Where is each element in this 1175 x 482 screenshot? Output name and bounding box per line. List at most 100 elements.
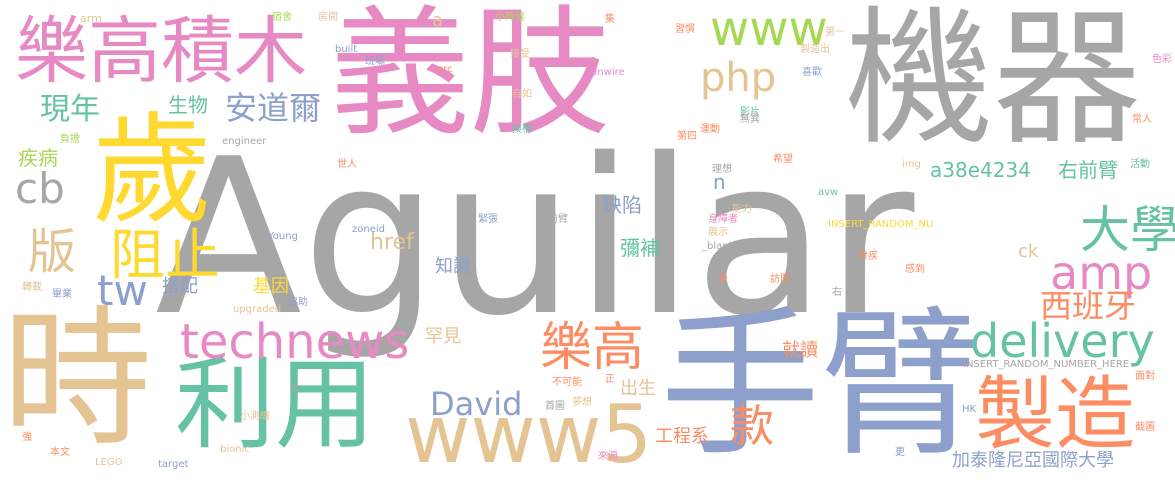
word-sushe: 宿舍	[272, 12, 292, 23]
word-diyi: 第一	[825, 27, 845, 38]
word-n: n	[713, 170, 726, 194]
word-secai: 色彩	[1152, 54, 1172, 65]
word-upgraded: upgraded	[233, 304, 282, 315]
word-zoneid: zoneid	[352, 224, 385, 235]
word-zuzhi: 阻止	[110, 223, 221, 287]
word-cb: cb	[15, 164, 65, 213]
word-technews: technews	[180, 314, 410, 370]
word-catalonia: 加泰隆尼亞國際大學	[952, 450, 1114, 471]
word-quexian: 缺陷	[602, 193, 642, 217]
word-xibanya: 西班牙	[1040, 287, 1137, 325]
word-mengxiang: 夢想	[572, 397, 592, 408]
word-huanquan: 換權	[512, 124, 532, 135]
word-fang: 放	[290, 384, 300, 395]
word-arm: arm	[80, 12, 102, 25]
word-ban: 版	[28, 224, 77, 280]
word-kuan: 款	[730, 401, 774, 452]
word-nengli: 能力	[732, 204, 752, 215]
word-zhuanzai: 轉載	[22, 282, 42, 293]
word-yundong: 運動	[700, 124, 720, 135]
word-a: a	[432, 10, 444, 31]
word-xiannian: 現年	[40, 92, 100, 127]
word-amp: amp	[1050, 246, 1153, 300]
word-tw: tw	[97, 266, 148, 315]
word-ziru: 自如	[512, 89, 532, 100]
word-insert-short: INSERT_RANDOM_NU	[828, 219, 934, 230]
word-fudan: 負擔	[60, 134, 80, 145]
word-dapei: 搭配	[162, 276, 198, 297]
word-img: img	[902, 159, 921, 170]
word-blank: _blank'	[702, 241, 738, 252]
word-gongchengxi: 工程系	[655, 426, 709, 447]
word-engineer: engineer	[222, 136, 267, 147]
word-zhizaochu: 製造出	[800, 44, 830, 55]
word-jieshou: 接受	[510, 49, 530, 60]
word-bukeneng: 不可能	[552, 377, 582, 388]
word-shoubi: 手臂	[660, 291, 981, 478]
word-sui: 歲	[92, 102, 212, 241]
word-david: David	[430, 385, 523, 423]
word-built: built	[335, 44, 358, 55]
word-chusheng: 出生	[620, 378, 656, 399]
word-biye: 畢業	[52, 289, 72, 300]
word-zhizao: 製造	[975, 368, 1135, 461]
word-jiyin: 基因	[253, 276, 289, 297]
word-aguilar: Aguilar	[155, 112, 915, 363]
word-liyong: 利用	[175, 346, 375, 463]
word-src: src	[438, 64, 453, 75]
word-yingpian: 影片	[740, 107, 760, 118]
word-benwen: 本文	[50, 447, 70, 458]
word-miandui: 面對	[1135, 371, 1155, 382]
word-hanjian: 罕見	[425, 326, 461, 347]
word-xihuan: 喜歡	[802, 67, 822, 78]
word-youqianbi: 右前臂	[1058, 158, 1118, 182]
word-jinzhang: 緊張	[478, 214, 498, 225]
word-hk: HK	[962, 404, 977, 415]
word-jiudu: 就讀	[782, 340, 818, 361]
word-fangjian: 房間	[318, 12, 338, 23]
word-fangwen: 訪問	[770, 274, 790, 285]
word-avw: avw	[818, 187, 839, 198]
word-xiaocehui: 小測繪	[240, 411, 270, 422]
word-xiwang: 希望	[773, 154, 793, 165]
word-zhishi: 知識	[435, 256, 471, 277]
word-target: target	[158, 459, 189, 470]
word-young: Young	[268, 231, 298, 242]
word-legojimu: 樂高積木	[15, 9, 307, 94]
word-yizhi: 義肢	[330, 0, 611, 156]
word-php: php	[700, 55, 777, 101]
word-jiqi: 機器	[845, 0, 1141, 165]
word-qianbi: 前臂	[548, 214, 568, 225]
word-legao: 樂高	[540, 318, 645, 378]
word-shoutu: 首圖	[545, 401, 565, 412]
word-zhanshi: 展示	[708, 227, 728, 238]
word-unwire: Unwire	[590, 67, 625, 78]
word-lixiang: 理想	[712, 164, 732, 175]
word-insert-long: INSERT_RANDOM_NUMBER_HERE	[963, 359, 1130, 370]
word-qiang: 強	[22, 432, 32, 443]
word-www: www	[710, 1, 828, 57]
word-andaoer: 安道爾	[225, 89, 322, 127]
word-shiren: 世人	[337, 159, 357, 170]
word-daxue: 大學	[1080, 201, 1175, 259]
word-huodong: 活動	[1130, 159, 1150, 170]
word-changren: 常人	[1132, 114, 1152, 125]
word-wuyi: 無異	[740, 114, 760, 125]
word-wei: 未	[718, 274, 728, 285]
word-gandao: 感到	[905, 264, 925, 275]
word-you: 右	[832, 287, 842, 298]
word-xiezhu: 協助	[288, 297, 308, 308]
word-shengwu: 生物	[168, 93, 208, 117]
word-banba: 班壩	[365, 56, 385, 67]
word-delivery: delivery	[970, 314, 1155, 368]
word-lego: LEGO	[95, 457, 123, 468]
word-xiguan: 習慣	[675, 24, 695, 35]
word-shi: 時	[2, 293, 153, 467]
word-shenzhangzhe: 身障者	[708, 214, 738, 225]
word-geng: 更	[895, 447, 905, 458]
word-href: href	[370, 230, 414, 255]
word-ck: ck	[1018, 241, 1039, 262]
word-bionic: bionic	[220, 444, 250, 455]
word-disi: 第四	[677, 131, 697, 142]
